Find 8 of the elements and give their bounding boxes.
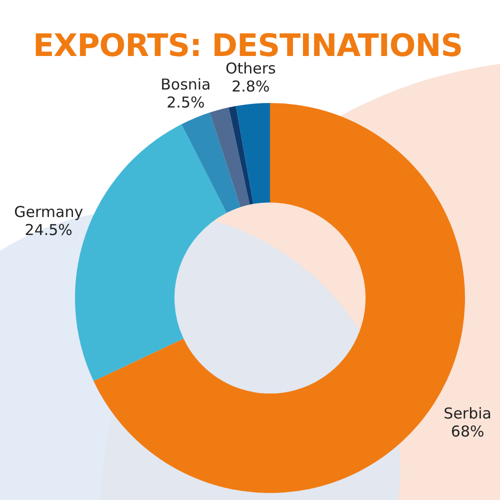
data-label: 68% (450, 422, 484, 440)
slice-label: Others (225, 59, 276, 78)
slice-label: Germany (14, 203, 84, 222)
data-label: 2.8% (232, 77, 270, 96)
slice-label: Bosnia (160, 75, 211, 94)
slice-label: Serbia (444, 404, 492, 422)
data-label: 2.5% (166, 93, 205, 112)
data-label: 24.5% (24, 221, 72, 240)
